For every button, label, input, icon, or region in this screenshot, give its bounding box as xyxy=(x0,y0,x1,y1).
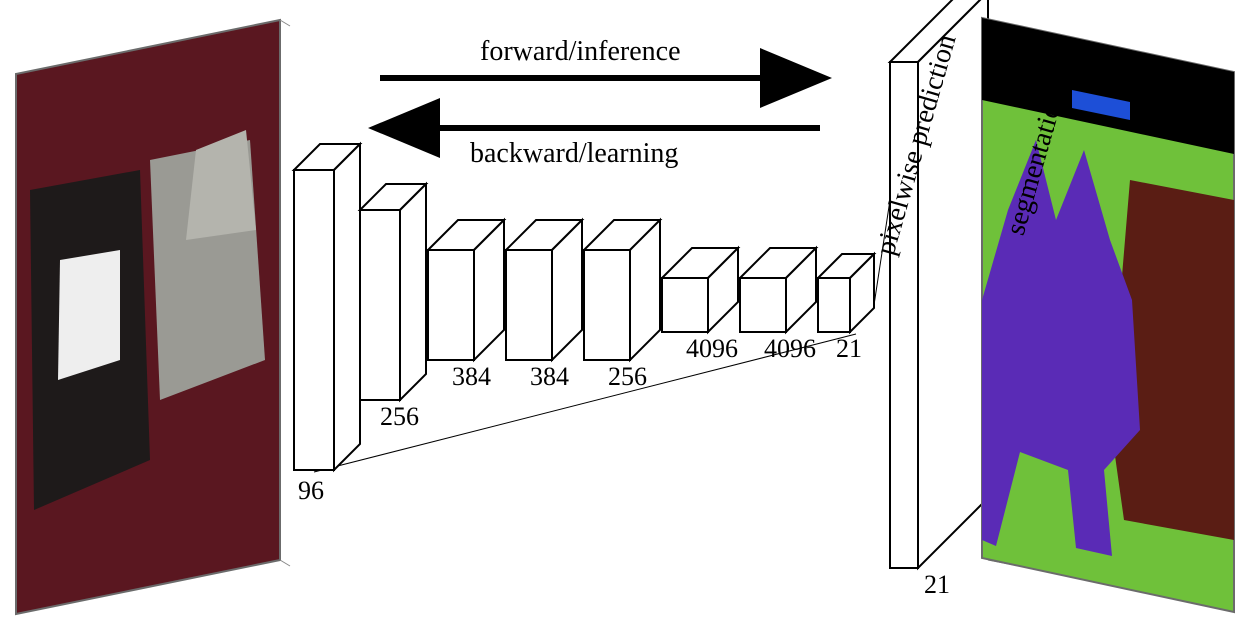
backward-label: backward/learning xyxy=(470,138,678,170)
layer-label-conv5: 256 xyxy=(608,362,647,392)
layer-label-fc6: 4096 xyxy=(686,334,738,364)
layer-label-conv2: 256 xyxy=(380,402,419,432)
layer-label-score: 21 xyxy=(836,334,862,364)
forward-label: forward/inference xyxy=(480,36,681,68)
output-volume-label: 21 xyxy=(924,570,950,600)
layer-label-conv3: 384 xyxy=(452,362,491,392)
layer-label-conv4: 384 xyxy=(530,362,569,392)
layer-label-fc7: 4096 xyxy=(764,334,816,364)
diagram-stage: forward/inference backward/learning pixe… xyxy=(0,0,1246,638)
layer-label-conv1: 96 xyxy=(298,476,324,506)
